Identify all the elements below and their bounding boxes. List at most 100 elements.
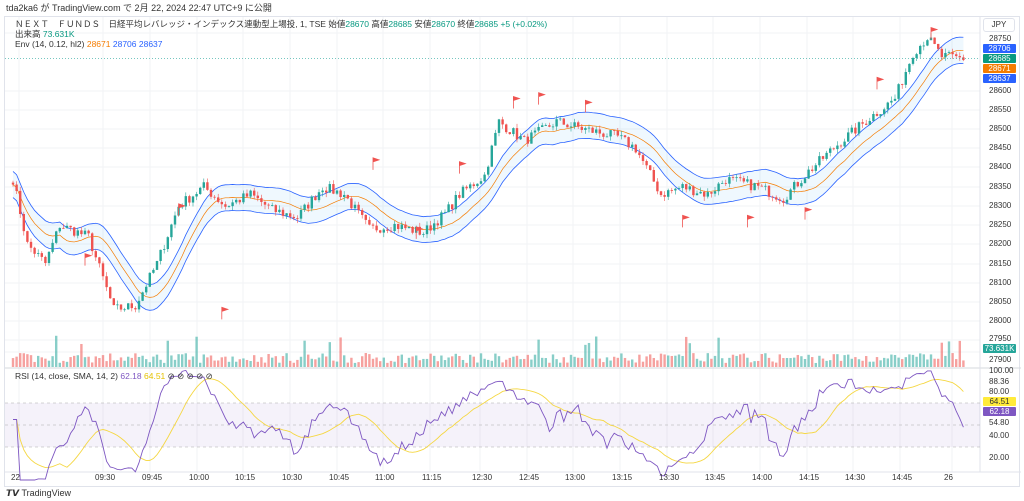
volume-legend: 出来高 73.631K <box>15 29 75 39</box>
volume-bar <box>62 360 65 367</box>
hidden-values-icon[interactable]: ⊘ ⊘ ⊘ ⊘ ⊘ <box>167 371 213 381</box>
candle-body <box>123 309 126 311</box>
volume-bar <box>677 354 681 367</box>
volume-bar <box>400 354 403 367</box>
symbol-name[interactable]: ＮＥＸＴ ＦＵＮＤＳ 日経平均レバレッジ・インデックス連動型上場投, 1, TS… <box>15 19 326 29</box>
volume-bar <box>911 354 915 367</box>
candle-body <box>94 251 97 258</box>
volume-bar <box>544 358 547 367</box>
volume-bar <box>119 357 123 367</box>
candle-body <box>721 182 724 184</box>
candle-body <box>681 184 684 189</box>
candle-body <box>310 196 313 209</box>
flag-icon <box>804 207 813 220</box>
candle-body <box>235 199 238 203</box>
volume-bar <box>609 360 612 367</box>
volume-bar <box>627 360 630 367</box>
candle-body <box>148 272 151 287</box>
candle-body <box>746 179 749 182</box>
volume-bar <box>454 353 457 367</box>
tradingview-logo[interactable]: 𝙏𝙑 TradingView <box>6 488 71 498</box>
volume-bar <box>289 360 292 367</box>
candle-body <box>386 229 389 231</box>
candle-body <box>523 136 526 137</box>
candle-body <box>335 190 339 194</box>
candle-body <box>393 223 396 232</box>
candle-body <box>652 169 655 182</box>
volume-bar <box>573 356 576 367</box>
volume-bar <box>256 361 259 367</box>
volume-bar <box>479 353 483 367</box>
volume-bar <box>346 362 349 367</box>
candle-body <box>609 130 612 137</box>
candle-body <box>922 45 925 47</box>
volume-bar <box>814 362 817 367</box>
volume-bar <box>238 359 241 367</box>
candle-body <box>569 126 573 128</box>
candle-body <box>897 84 900 99</box>
candle-body <box>548 125 551 127</box>
candle-body <box>908 63 911 72</box>
volume-bar <box>728 357 731 367</box>
candle-body <box>584 128 587 130</box>
candle-body <box>501 119 504 125</box>
envelope-basis-line <box>12 49 964 298</box>
volume-bar <box>749 362 753 367</box>
candle-body <box>145 286 148 293</box>
volume-bar <box>868 361 871 367</box>
volume-bar <box>753 361 756 367</box>
candle-body <box>188 196 191 203</box>
candle-body <box>821 156 825 159</box>
candle-body <box>249 190 252 197</box>
volume-bar <box>382 357 385 367</box>
volume-bar <box>569 354 573 367</box>
volume-bar <box>847 354 850 367</box>
chart-frame[interactable]: ＮＥＸＴ ＦＵＮＤＳ 日経平均レバレッジ・インデックス連動型上場投, 1, TS… <box>4 16 1021 488</box>
candle-body <box>141 292 144 301</box>
candle-body <box>62 227 65 229</box>
candle-body <box>112 298 115 306</box>
currency-button[interactable]: JPY <box>983 18 1015 32</box>
low-value: 28670 <box>431 19 456 29</box>
rsi-tick: 88.36 <box>989 377 1010 386</box>
rsi-tick: 54.80 <box>989 418 1010 427</box>
volume-bar <box>303 340 306 367</box>
candle-body <box>749 179 753 191</box>
volume-bar <box>281 356 285 367</box>
candle-body <box>706 192 709 197</box>
volume-bar <box>98 357 101 367</box>
volume-bar <box>494 353 497 367</box>
candle-body <box>843 141 846 147</box>
chart-canvas[interactable] <box>5 17 1021 488</box>
volume-bar <box>821 358 825 367</box>
candle-body <box>278 209 281 213</box>
volume-bar <box>832 354 835 367</box>
volume-bar <box>137 356 141 367</box>
candle-body <box>425 225 429 235</box>
volume-bar <box>163 362 166 367</box>
volume-bar <box>541 357 544 367</box>
candle-body <box>508 132 511 135</box>
volume-bar <box>321 353 324 367</box>
volume-bar <box>364 353 367 367</box>
volume-bar <box>767 357 771 367</box>
price-tick: 28050 <box>989 297 1012 306</box>
candle-body <box>231 202 234 207</box>
candle-body <box>573 122 576 127</box>
rsi-badge: 62.18 <box>983 407 1016 416</box>
volume-bar <box>508 357 511 367</box>
rsi-label[interactable]: RSI (14, close, SMA, 14, 2) <box>15 371 118 381</box>
volume-bar <box>245 359 249 367</box>
candle-body <box>674 188 677 191</box>
env-label[interactable]: Env (14, 0.12, hl2) <box>15 39 85 49</box>
candle-body <box>209 189 213 197</box>
candle-body <box>497 119 501 133</box>
volume-bar <box>872 361 875 367</box>
volume-bar <box>415 355 418 367</box>
volume-bar <box>922 354 925 367</box>
time-tick: 10:15 <box>235 473 256 482</box>
candle-body <box>724 182 727 184</box>
candle-body <box>757 183 760 186</box>
candle-body <box>332 184 335 194</box>
candle-body <box>152 269 155 273</box>
